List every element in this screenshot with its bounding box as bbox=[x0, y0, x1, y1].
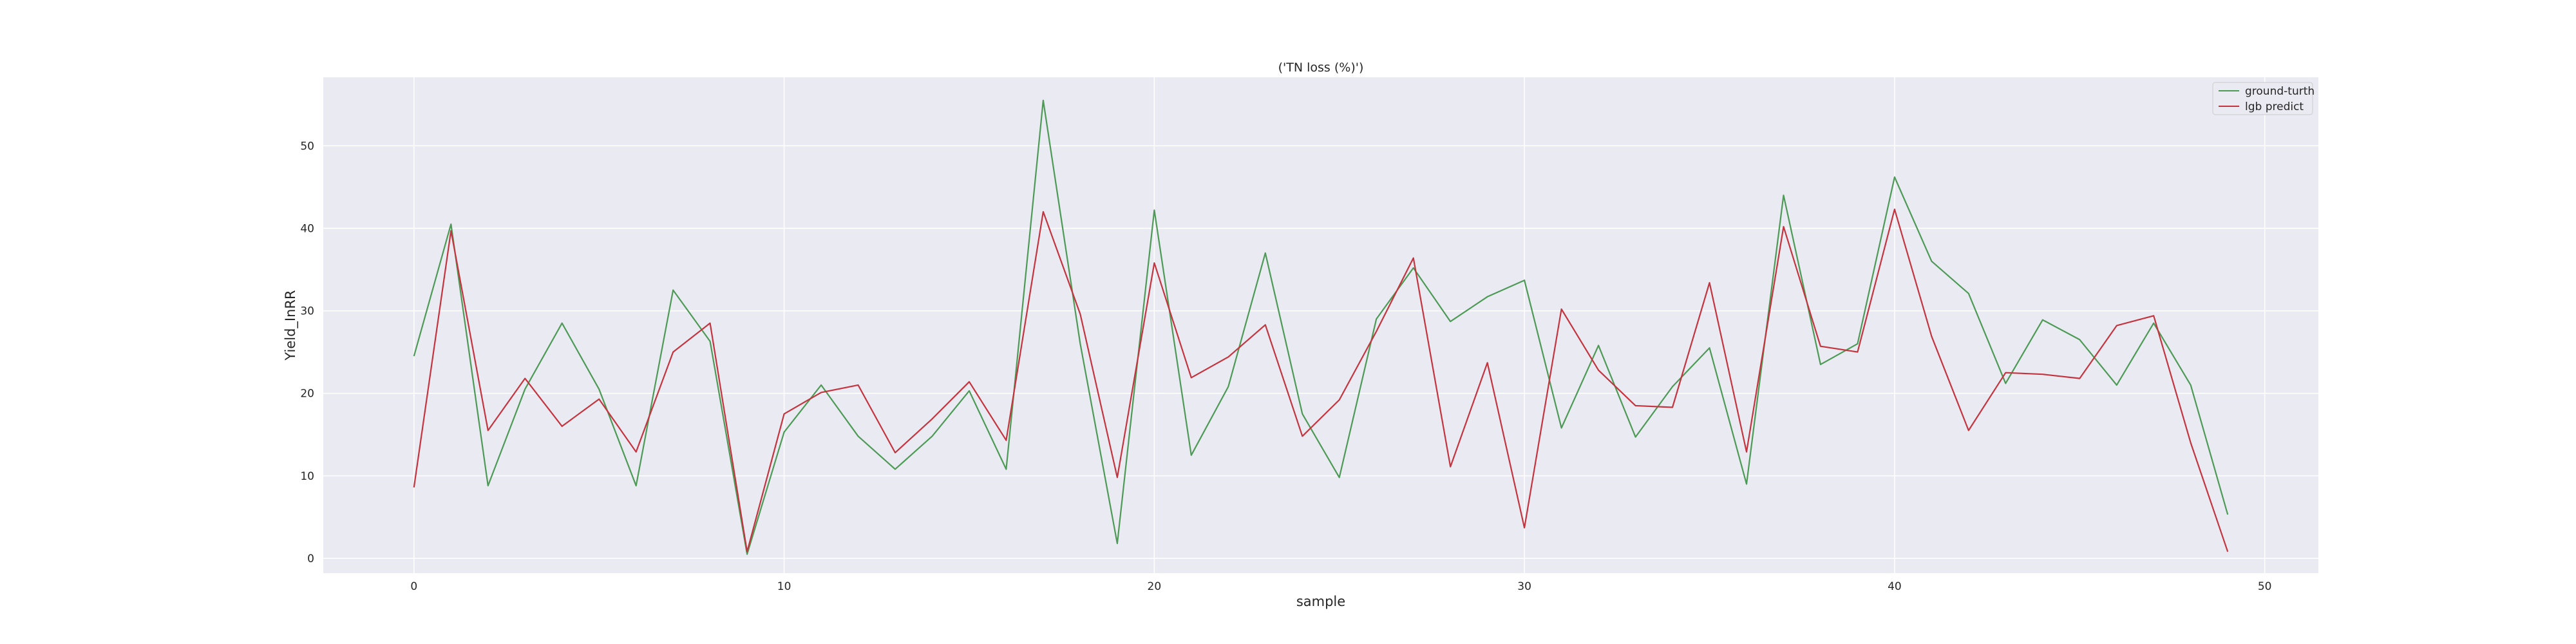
chart-title: ('TN loss (%)') bbox=[1278, 61, 1364, 75]
plot-background bbox=[323, 77, 2318, 573]
y-axis-label: Yield_InRR bbox=[283, 290, 299, 361]
x-tick-label: 50 bbox=[2258, 580, 2272, 593]
x-tick-label: 30 bbox=[1517, 580, 1531, 593]
legend: ground-turth lgb predict bbox=[2212, 82, 2315, 115]
series-line-ground-turth bbox=[413, 99, 2229, 555]
x-axis-label: sample bbox=[1296, 594, 1345, 609]
y-tick-label: 0 bbox=[307, 553, 314, 565]
series-line-lgb-predict bbox=[413, 208, 2229, 553]
y-tick-label: 20 bbox=[300, 388, 314, 401]
y-tick-label: 10 bbox=[300, 470, 314, 483]
series-lines bbox=[413, 99, 2229, 555]
x-tick-label: 10 bbox=[777, 580, 791, 593]
y-tick-labels: 0 10 20 30 40 50 bbox=[300, 140, 314, 565]
x-tick-label: 40 bbox=[1888, 580, 1902, 593]
y-tick-label: 30 bbox=[300, 305, 314, 318]
legend-label-lgb-predict: lgb predict bbox=[2245, 100, 2304, 113]
x-tick-label: 0 bbox=[410, 580, 417, 593]
x-tick-labels: 0 10 20 30 40 50 bbox=[410, 580, 2271, 593]
legend-label-ground-turth: ground-turth bbox=[2245, 85, 2315, 98]
gridlines bbox=[323, 77, 2318, 573]
y-tick-label: 40 bbox=[300, 222, 314, 235]
y-tick-label: 50 bbox=[300, 140, 314, 153]
x-tick-label: 20 bbox=[1148, 580, 1162, 593]
